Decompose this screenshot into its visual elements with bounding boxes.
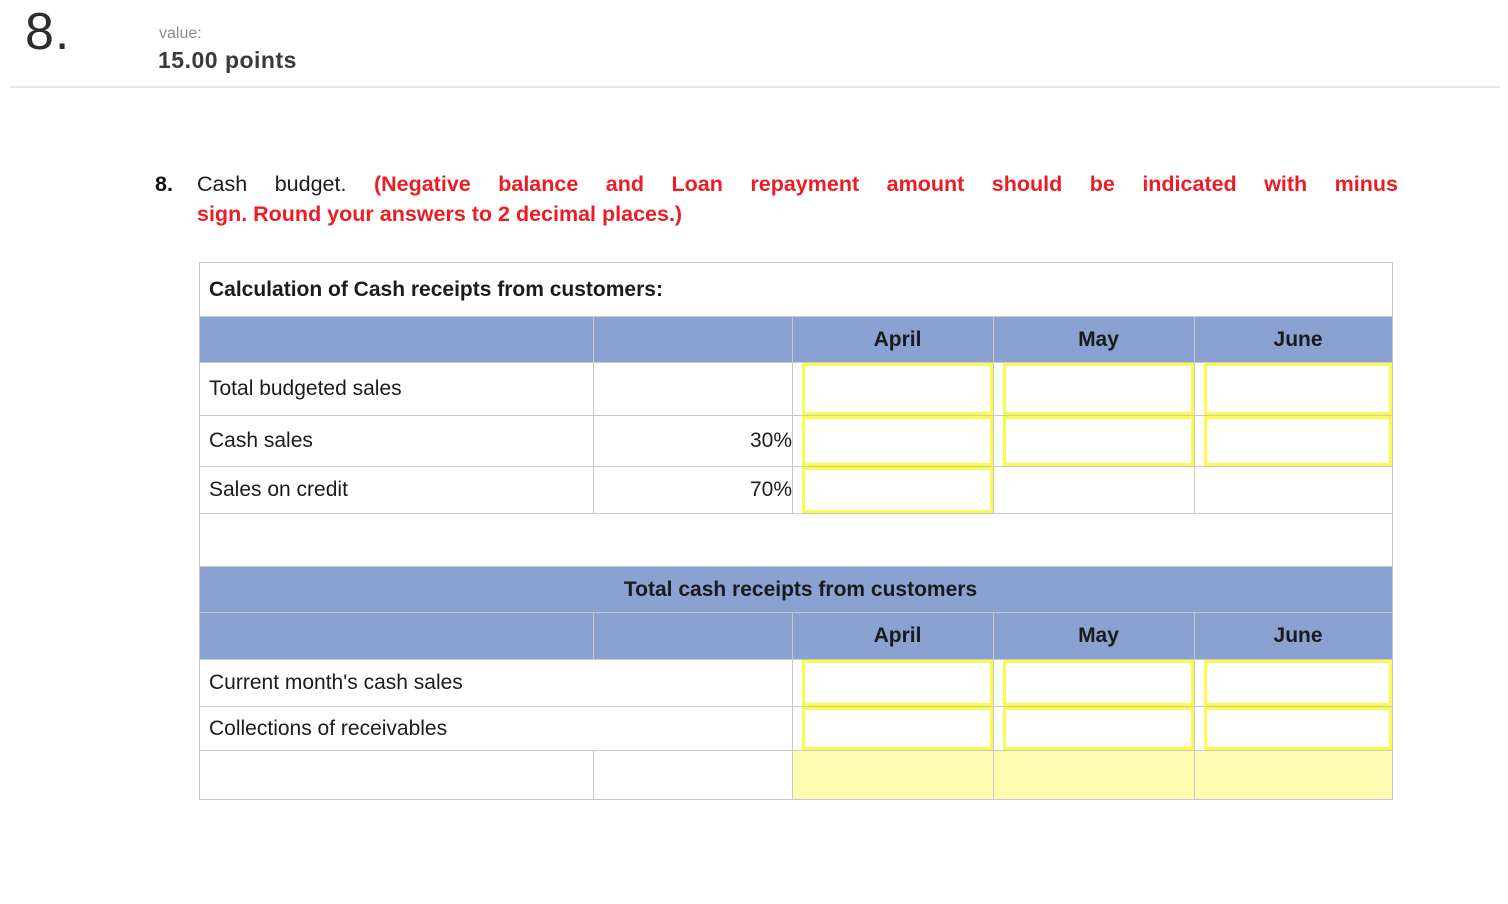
input-cell-current-month-cash-sales-june[interactable]	[1193, 659, 1394, 707]
table1-header-june: June	[1193, 316, 1394, 363]
spacer-row	[198, 513, 1394, 567]
table2-title: Total cash receipts from customers	[198, 566, 1394, 613]
table2-header-april: April	[792, 612, 994, 660]
question-number-large: 8.	[25, 3, 71, 61]
answer-box[interactable]	[802, 467, 993, 513]
input-cell-total-budgeted-sales-may[interactable]	[993, 362, 1195, 416]
answer-box[interactable]	[802, 707, 993, 750]
table1-header-blank2	[593, 316, 793, 363]
total-cell-june	[1193, 750, 1394, 800]
total-budgeted-sales-percent-cell	[593, 362, 793, 416]
table-row: Cash sales 30%	[199, 415, 1394, 467]
table1-title: Calculation of Cash receipts from custom…	[198, 262, 1394, 317]
question-lead: Cash budget.	[197, 172, 347, 196]
input-cell-current-month-cash-sales-may[interactable]	[993, 659, 1195, 707]
answer-box[interactable]	[1003, 660, 1194, 706]
input-cell-total-budgeted-sales-june[interactable]	[1193, 362, 1394, 416]
question-warning-line1: (Negative balance and Loan repayment amo…	[373, 172, 1398, 196]
answer-box[interactable]	[802, 363, 993, 415]
blank-total-label-cell2	[593, 750, 793, 800]
answer-box[interactable]	[1003, 707, 1194, 750]
blank-total-label-cell1	[199, 750, 594, 800]
question-line-1: Cash budget. (Negative balance and Loan …	[197, 169, 1398, 199]
answer-box[interactable]	[1204, 707, 1392, 750]
cash-sales-percent-cell: 30%	[593, 415, 793, 467]
row-label-collections-of-receivables: Collections of receivables	[199, 706, 793, 751]
input-cell-sales-on-credit-april[interactable]	[792, 466, 994, 514]
question-warning-line2: sign. Round your answers to 2 decimal pl…	[197, 202, 683, 226]
row-label-current-month-cash-sales: Current month's cash sales	[199, 659, 793, 707]
sales-on-credit-percent-cell: 70%	[593, 466, 793, 514]
question-text: Cash budget. (Negative balance and Loan …	[197, 169, 1398, 229]
total-cell-april	[792, 750, 994, 800]
table2-header-june: June	[1193, 612, 1394, 660]
worksheet: Calculation of Cash receipts from custom…	[198, 262, 1394, 800]
table2-header-blank1	[199, 612, 594, 660]
input-cell-total-budgeted-sales-april[interactable]	[792, 362, 994, 416]
table1-header-may: May	[993, 316, 1195, 363]
answer-box[interactable]	[1003, 416, 1194, 466]
header-divider	[10, 86, 1500, 88]
blank-cell-sales-on-credit-may	[993, 466, 1195, 514]
input-cell-collections-may[interactable]	[993, 706, 1195, 751]
input-cell-cash-sales-june[interactable]	[1193, 415, 1394, 467]
blank-cell-sales-on-credit-june	[1193, 466, 1394, 514]
row-label-cash-sales: Cash sales	[199, 415, 594, 467]
cash-receipts-worksheet: Calculation of Cash receipts from custom…	[198, 262, 1394, 800]
answer-box[interactable]	[802, 660, 993, 706]
table-row: Collections of receivables	[199, 706, 1394, 751]
table2-header-may: May	[993, 612, 1195, 660]
table1-header-april: April	[792, 316, 994, 363]
question-item-number: 8.	[155, 172, 173, 196]
input-cell-collections-april[interactable]	[792, 706, 994, 751]
answer-box[interactable]	[802, 416, 993, 466]
row-label-sales-on-credit: Sales on credit	[199, 466, 594, 514]
table-row	[199, 750, 1394, 800]
table-row: Total budgeted sales	[199, 362, 1394, 416]
input-cell-collections-june[interactable]	[1193, 706, 1394, 751]
row-label-total-budgeted-sales: Total budgeted sales	[199, 362, 594, 416]
question-block: 8. Cash budget. (Negative balance and Lo…	[155, 169, 1398, 229]
table-row: Sales on credit 70%	[199, 466, 1394, 514]
answer-box[interactable]	[1204, 660, 1392, 706]
table-row: Current month's cash sales	[199, 659, 1394, 707]
input-cell-cash-sales-may[interactable]	[993, 415, 1195, 467]
points-value: 15.00 points	[158, 47, 297, 73]
input-cell-current-month-cash-sales-april[interactable]	[792, 659, 994, 707]
value-label: value:	[159, 25, 202, 42]
total-cell-may	[993, 750, 1195, 800]
answer-box[interactable]	[1204, 416, 1392, 466]
input-cell-cash-sales-april[interactable]	[792, 415, 994, 467]
answer-box[interactable]	[1003, 363, 1194, 415]
table1-header-blank1	[199, 316, 594, 363]
table2-header-blank2	[593, 612, 793, 660]
answer-box[interactable]	[1204, 363, 1392, 415]
